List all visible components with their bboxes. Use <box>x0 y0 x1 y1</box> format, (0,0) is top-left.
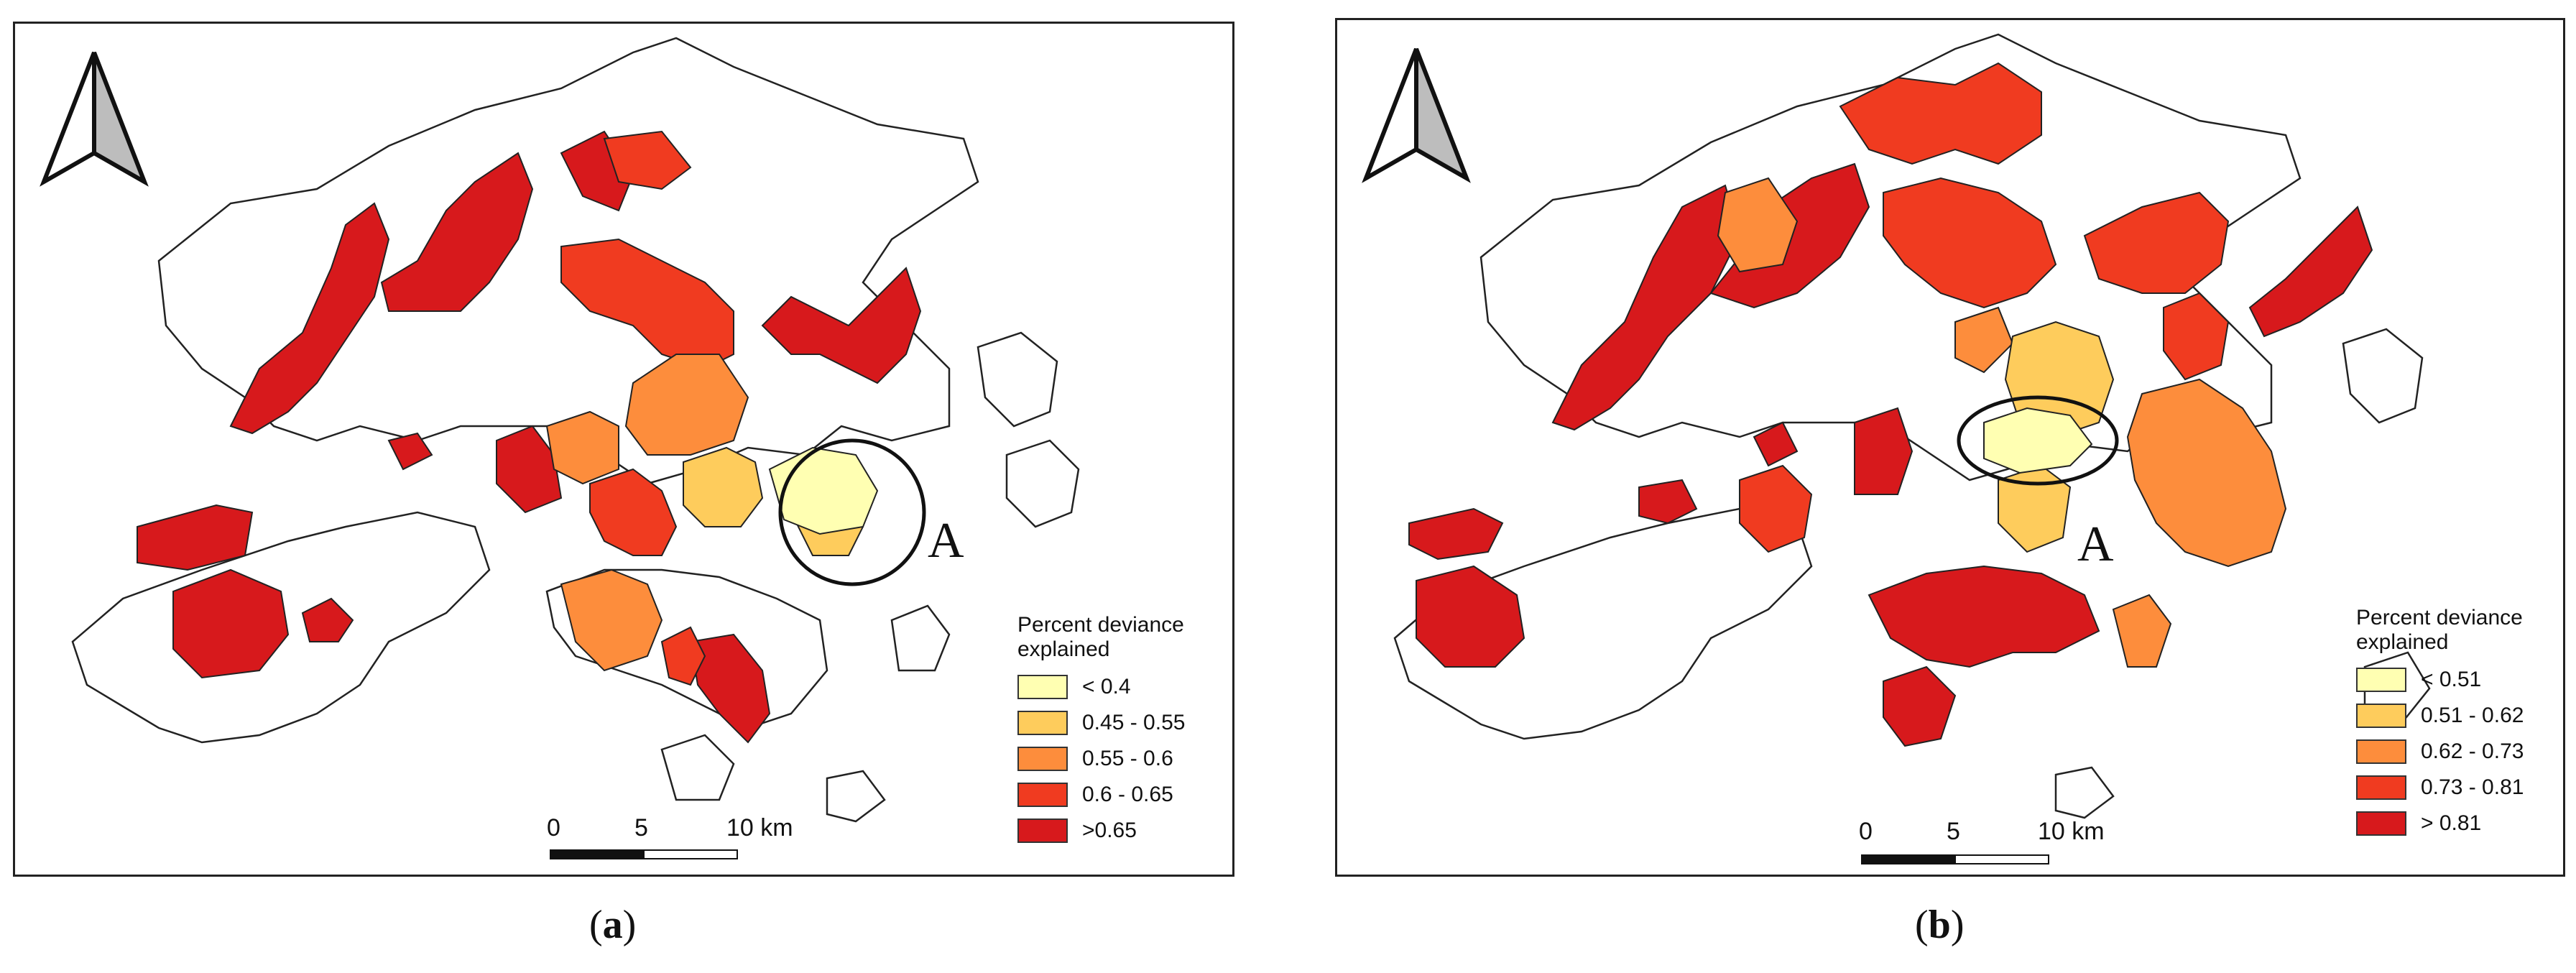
legend-swatch <box>1017 711 1068 735</box>
scale-end-label: 10 km <box>2038 818 2105 845</box>
legend-label: >0.65 <box>1082 818 1137 842</box>
panel-caption-a: (a) <box>589 903 637 947</box>
caption-letter: a <box>602 903 623 947</box>
legend-swatch <box>2356 775 2406 800</box>
legend-label: < 0.51 <box>2421 668 2482 691</box>
class-3-regions-b <box>1717 177 2287 668</box>
scale-bar-a <box>550 849 738 859</box>
scale-zero-label: 0 <box>1859 818 1873 845</box>
legend-item: < 0.4 <box>1017 669 1204 705</box>
legend-item: 0.6 - 0.65 <box>1017 777 1204 813</box>
legend-item: >0.65 <box>1017 813 1204 849</box>
class-5-regions-a <box>137 130 922 744</box>
legend-item: > 0.81 <box>2356 806 2543 841</box>
scale-end-label: 10 km <box>726 814 793 841</box>
legend-b: Percent deviance explained < 0.51 0.51 -… <box>2356 606 2543 841</box>
legend-swatch <box>2356 668 2406 692</box>
area-label-b: A <box>2077 517 2114 572</box>
legend-swatch <box>2356 811 2406 836</box>
legend-label: 0.45 - 0.55 <box>1082 711 1186 734</box>
north-arrow-icon <box>40 51 149 187</box>
class-4-regions-a <box>560 130 734 686</box>
legend-label: 0.55 - 0.6 <box>1082 747 1173 770</box>
legend-swatch <box>2356 704 2406 728</box>
legend-swatch <box>1017 675 1068 699</box>
legend-swatch <box>1017 783 1068 807</box>
class-1-regions-b <box>1983 407 2093 474</box>
legend-label: > 0.81 <box>2421 811 2482 835</box>
legend-label: 0.6 - 0.65 <box>1082 783 1173 806</box>
panel-caption-b: (b) <box>1915 903 1965 947</box>
legend-swatch <box>1017 747 1068 771</box>
legend-label: < 0.4 <box>1082 675 1131 698</box>
map-panel-a: A 0 5 10 km Percent deviance explained <… <box>13 22 1234 877</box>
map-canvas-a <box>40 37 1080 859</box>
scale-mid-label: 5 <box>634 814 648 841</box>
highlight-circle-b <box>1957 395 2119 486</box>
legend-label: 0.51 - 0.62 <box>2421 704 2524 727</box>
legend-title: Percent deviance explained <box>2356 606 2523 654</box>
map-canvas-b <box>1362 33 2431 864</box>
caption-letter: b <box>1928 903 1951 947</box>
legend-item: 0.45 - 0.55 <box>1017 705 1204 741</box>
area-label-a: A <box>928 513 964 568</box>
legend-label: 0.73 - 0.81 <box>2421 775 2524 799</box>
class-1-regions-a <box>768 446 879 535</box>
legend-swatch <box>1017 818 1068 843</box>
scale-mid-label: 5 <box>1947 818 1960 845</box>
scale-bar-b <box>1861 854 2049 864</box>
legend-item: 0.73 - 0.81 <box>2356 770 2543 806</box>
legend-item: < 0.51 <box>2356 662 2543 698</box>
legend-label: 0.62 - 0.73 <box>2421 739 2524 763</box>
scale-zero-label: 0 <box>547 814 560 841</box>
highlight-circle-a <box>778 438 926 586</box>
legend-a: Percent deviance explained < 0.4 0.45 - … <box>1017 613 1204 849</box>
legend-item: 0.51 - 0.62 <box>2356 698 2543 734</box>
legend-item: 0.62 - 0.73 <box>2356 734 2543 770</box>
class-4-regions-b <box>1739 62 2230 553</box>
legend-item: 0.55 - 0.6 <box>1017 741 1204 777</box>
legend-swatch <box>2356 739 2406 764</box>
class-3-regions-a <box>545 354 749 672</box>
north-arrow-icon <box>1362 47 1471 183</box>
class-5-regions-b <box>1408 162 2373 747</box>
legend-title: Percent deviance explained <box>1017 613 1184 661</box>
map-panel-b: A 0 5 10 km Percent deviance explained <… <box>1335 18 2565 877</box>
